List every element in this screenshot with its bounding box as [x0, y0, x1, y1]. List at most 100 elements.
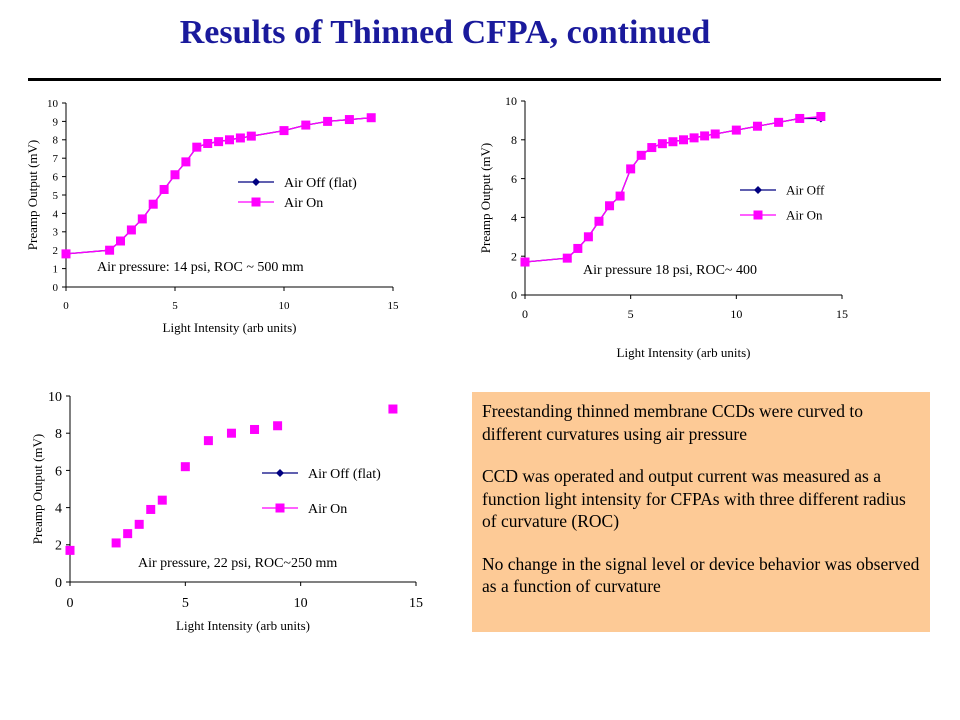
y-tick-label: 10 [47, 98, 59, 110]
air-on-point [146, 504, 156, 514]
air-on-point [679, 135, 688, 145]
legend-label: Air On [284, 196, 323, 211]
x-tick-label: 15 [409, 596, 423, 611]
air-on-point [626, 164, 636, 174]
air-on-point [594, 216, 604, 226]
y-tick-label: 8 [511, 133, 517, 147]
y-tick-label: 7 [53, 153, 59, 165]
chart-annotation: Air pressure 18 psi, ROC~ 400 [583, 263, 757, 278]
air-on-point [214, 137, 224, 147]
y-axis-label: Preamp Output (mV) [478, 143, 493, 253]
air-on-point [273, 421, 283, 431]
x-tick-label: 10 [730, 307, 742, 321]
y-tick-label: 10 [505, 94, 517, 108]
y-tick-label: 9 [53, 116, 59, 128]
air-on-point [180, 462, 190, 472]
air-on-point [246, 131, 256, 141]
air-on-point [225, 135, 234, 145]
air-on-point [795, 113, 805, 123]
note-paragraph: CCD was operated and output current was … [482, 466, 906, 531]
y-tick-label: 4 [511, 211, 517, 225]
y-tick-label: 8 [53, 135, 59, 147]
air-on-point [615, 191, 625, 201]
air-on-point [562, 253, 572, 263]
air-on-point [731, 125, 741, 135]
y-tick-label: 0 [53, 282, 59, 294]
legend-marker [275, 503, 285, 513]
y-tick-label: 5 [53, 190, 59, 202]
air-on-point [134, 519, 144, 529]
x-axis-label: Light Intensity (arb units) [617, 345, 751, 360]
y-tick-label: 2 [53, 245, 59, 257]
legend-marker [276, 469, 284, 477]
x-axis-label: Light Intensity (arb units) [176, 618, 310, 633]
air-on-point [148, 199, 158, 209]
air-on-point [65, 545, 75, 555]
air-on-point [668, 137, 678, 147]
y-tick-label: 6 [511, 172, 517, 186]
air-on-point [111, 538, 121, 548]
air-on-point [279, 126, 289, 136]
air-on-point [344, 115, 354, 125]
y-tick-label: 2 [55, 539, 62, 554]
air-on-point [235, 133, 245, 143]
note-paragraph: No change in the signal level or device … [482, 553, 920, 597]
chart-annotation: Air pressure, 22 psi, ROC~250 mm [138, 556, 337, 571]
air-on-point [752, 121, 762, 131]
chart-18psi: 0 2 4 6 8 10 0 5 10 15 Light Intensity (arb units)… [478, 94, 848, 360]
air-on-point [573, 243, 583, 253]
y-tick-label: 8 [55, 427, 62, 442]
note-paragraph: Freestanding thinned membrane CCDs were … [482, 401, 864, 444]
y-tick-label: 3 [53, 227, 59, 239]
air-on-point [159, 184, 169, 194]
x-tick-label: 0 [522, 307, 528, 321]
air-on-point [203, 436, 213, 446]
legend-label: Air Off (flat) [284, 176, 357, 191]
y-tick-label: 4 [53, 208, 59, 220]
x-tick-label: 15 [388, 300, 400, 312]
y-tick-label: 2 [511, 249, 517, 263]
y-tick-label: 0 [511, 288, 517, 302]
air-on-point [157, 495, 167, 505]
air-on-point [250, 424, 260, 434]
air-on-point [137, 214, 147, 224]
chart-14psi: 0 1 2 3 4 5 6 7 8 9 10 0 5 10 15 Light Intensity (arb u… [25, 98, 400, 335]
summary-note: Freestanding thinned membrane CCDs were … [472, 392, 930, 632]
air-on-point [583, 232, 593, 242]
legend-marker [754, 186, 762, 194]
y-axis-label: Preamp Output (mV) [25, 140, 40, 250]
chart-annotation: Air pressure: 14 psi, ROC ~ 500 mm [97, 260, 304, 275]
air-on-point [123, 529, 133, 539]
x-tick-label: 5 [628, 307, 634, 321]
air-on-point [366, 113, 376, 123]
air-on-point [636, 150, 646, 160]
x-tick-label: 5 [172, 300, 178, 312]
air-on-point [192, 142, 202, 152]
air-on-point [323, 116, 333, 126]
y-axis-label: Preamp Output (mV) [30, 434, 45, 544]
chart-22psi: 0 2 4 6 8 10 0 5 10 15 Light Intensity (arb units)… [30, 390, 423, 633]
legend-label: Air On [308, 502, 347, 517]
x-tick-label: 0 [67, 596, 74, 611]
air-on-point [105, 245, 115, 255]
air-on-point [181, 157, 191, 167]
air-on-point [657, 139, 667, 149]
air-on-point [116, 236, 125, 246]
x-tick-label: 5 [182, 596, 189, 611]
air-on-point [520, 257, 530, 267]
y-tick-label: 10 [48, 390, 62, 405]
x-tick-label: 10 [279, 300, 291, 312]
air-on-point [61, 249, 71, 259]
y-tick-label: 1 [53, 263, 59, 275]
y-tick-label: 0 [55, 576, 62, 591]
title-divider [28, 78, 941, 81]
legend-marker [251, 197, 261, 207]
x-tick-label: 10 [294, 596, 308, 611]
x-tick-label: 0 [63, 300, 69, 312]
legend-marker [753, 210, 763, 220]
x-tick-label: 15 [836, 307, 848, 321]
air-on-point [816, 112, 826, 122]
air-on-point [700, 131, 710, 141]
legend-label: Air Off (flat) [308, 467, 381, 482]
legend-label: Air Off [786, 183, 825, 198]
